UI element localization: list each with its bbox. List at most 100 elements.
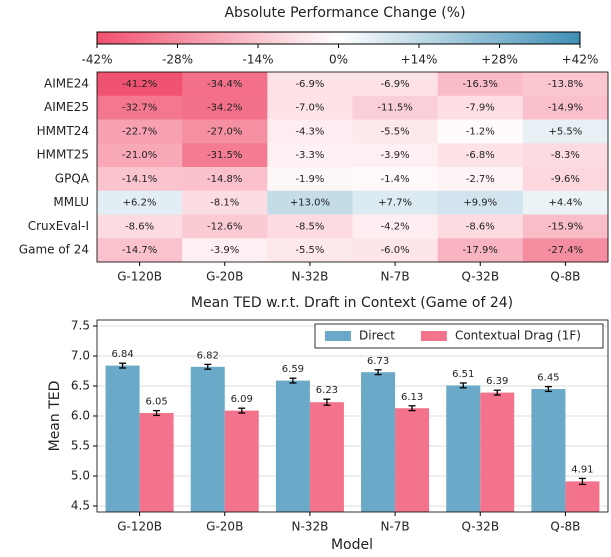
cell-label: -2.7% (466, 174, 495, 185)
value-label: 6.73 (367, 356, 389, 367)
cell-label: -8.3% (551, 150, 580, 161)
heatmap-cell (267, 72, 353, 97)
cell-label: -21.0% (122, 150, 157, 161)
cell-label: +6.2% (123, 198, 157, 209)
value-label: 6.23 (316, 385, 338, 396)
heatmap-cell (182, 238, 268, 263)
heatmap-cell (267, 95, 353, 120)
colorbar-tick-label: +14% (401, 53, 438, 67)
bar (361, 372, 396, 512)
x-tick-label: G-120B (117, 520, 162, 534)
heatmap-cell (352, 167, 439, 192)
legend-swatch (325, 331, 351, 341)
heatmap-cell (97, 214, 183, 239)
heatmap-cell (182, 190, 268, 215)
row-label: AIME25 (44, 100, 89, 114)
heatmap-cell (352, 190, 439, 215)
heatmap-cell (182, 119, 268, 144)
cell-label: -16.3% (463, 79, 498, 90)
legend-label: Contextual Drag (1F) (455, 329, 581, 343)
x-tick-label: Q-32B (461, 270, 499, 284)
colorbar-tick-label: -14% (242, 53, 273, 67)
cell-label: -6.8% (466, 150, 495, 161)
cell-label: -14.1% (122, 174, 157, 185)
x-tick-label: N-7B (380, 270, 409, 284)
heatmap-cell (182, 214, 268, 239)
legend-swatch (420, 331, 447, 341)
value-label: 4.91 (571, 464, 593, 475)
heatmap-cell (97, 190, 183, 215)
heatmap-cell (182, 167, 268, 192)
error-bar (289, 377, 297, 384)
heatmap-title: Absolute Performance Change (%) (224, 5, 465, 21)
x-axis-label: Model (331, 537, 373, 553)
heatmap-cell (522, 190, 609, 215)
cell-label: -31.5% (207, 150, 242, 161)
value-label: 6.84 (111, 349, 133, 360)
heatmap-frame (96, 71, 609, 263)
cell-label: -4.2% (381, 221, 410, 232)
x-tick-label: G-120B (117, 270, 162, 284)
bar (446, 385, 481, 512)
heatmap-cell (267, 190, 353, 215)
cell-label: -27.4% (548, 245, 583, 256)
x-tick-label: G-20B (206, 520, 243, 534)
cell-label: +13.0% (290, 198, 330, 209)
cell-label: +9.9% (463, 198, 497, 209)
error-bar (323, 398, 331, 406)
cell-label: -1.9% (295, 174, 324, 185)
heatmap-cell (97, 167, 183, 192)
heatmap-cell (522, 214, 609, 239)
cell-label: -14.7% (122, 245, 157, 256)
colorbar (96, 31, 581, 45)
cell-label: -8.5% (295, 221, 324, 232)
bar (531, 389, 566, 512)
error-bar (153, 409, 161, 417)
value-label: 6.82 (197, 350, 219, 361)
x-tick-label: N-32B (292, 270, 329, 284)
cell-label: -32.7% (122, 103, 157, 114)
cell-label: -14.8% (207, 174, 242, 185)
error-bar (238, 407, 246, 414)
bar (275, 380, 310, 512)
heatmap-cell (352, 119, 439, 144)
cell-label: -8.6% (466, 221, 495, 232)
value-label: 6.09 (231, 394, 253, 405)
cell-label: +5.5% (549, 126, 583, 137)
colorbar-tick-label: +28% (481, 53, 518, 67)
heatmap-cell (267, 167, 353, 192)
axes-frame (96, 319, 609, 513)
colorbar-tick-label: 0% (329, 53, 348, 67)
cell-label: -6.0% (381, 245, 410, 256)
heatmap-cell (437, 167, 524, 192)
error-bar (204, 363, 212, 370)
x-tick-label: N-32B (292, 520, 329, 534)
cell-label: -7.9% (466, 103, 495, 114)
row-label: AIME24 (44, 76, 89, 90)
heatmap-cell (352, 143, 439, 168)
error-bar (408, 405, 416, 412)
y-tick-label: 7.0 (71, 349, 90, 363)
cell-label: -17.9% (463, 245, 498, 256)
bar (139, 413, 174, 512)
x-tick-label: Q-8B (550, 270, 580, 284)
bar (105, 365, 140, 512)
heatmap-cell (437, 143, 524, 168)
cell-label: -5.5% (381, 126, 410, 137)
value-label: 6.05 (145, 397, 167, 408)
cell-label: -1.2% (466, 126, 495, 137)
error-bar (119, 362, 127, 369)
cell-label: -27.0% (207, 126, 242, 137)
x-tick-label: G-20B (206, 270, 243, 284)
cell-label: -3.9% (381, 150, 410, 161)
row-label: Game of 24 (19, 243, 89, 257)
cell-label: -13.8% (548, 79, 583, 90)
heatmap-cell (437, 238, 524, 263)
bar (565, 481, 600, 512)
value-label: 6.39 (486, 376, 508, 387)
heatmap-cell (352, 95, 439, 120)
colorbar-tick-label: -42% (81, 53, 112, 67)
cell-label: -34.4% (207, 79, 242, 90)
heatmap-cell (522, 167, 609, 192)
